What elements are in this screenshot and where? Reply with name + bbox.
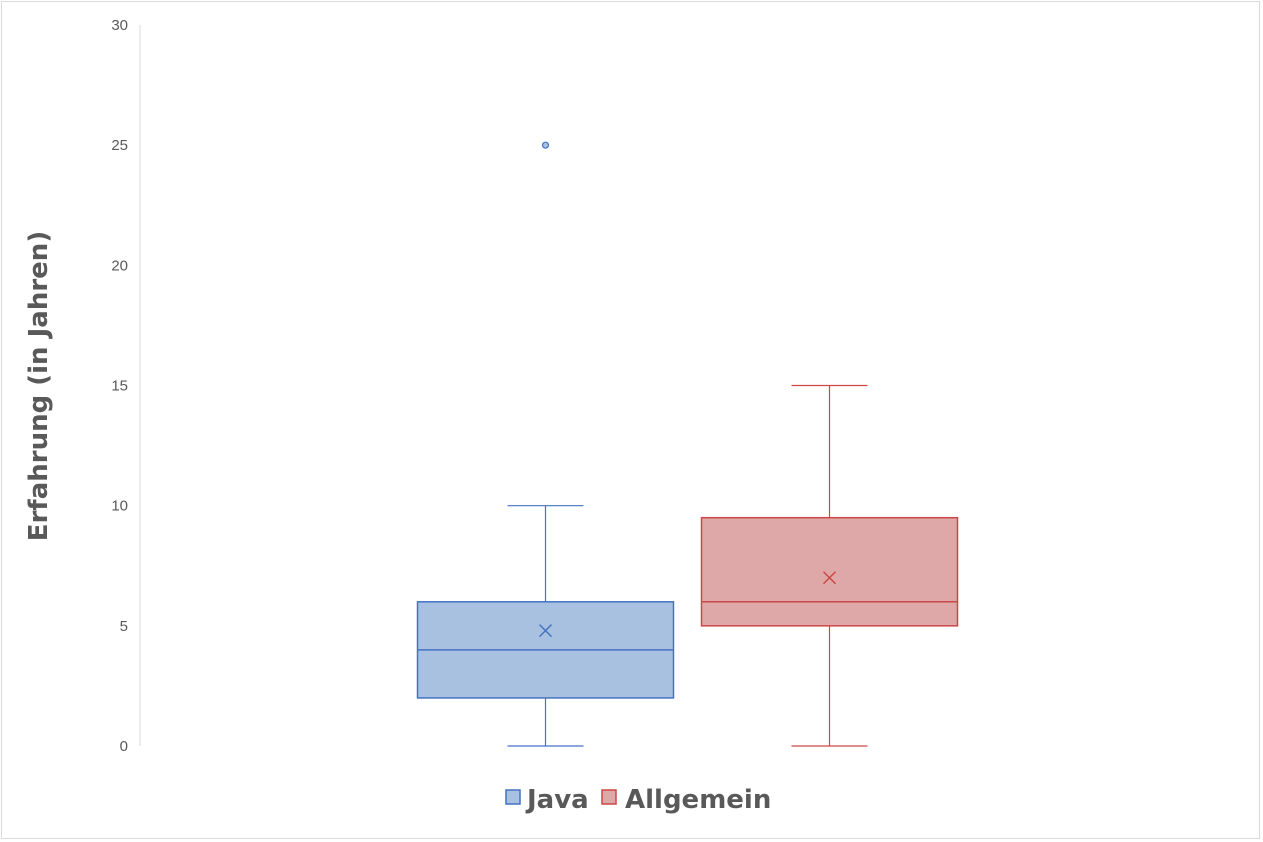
box-java [416, 141, 675, 747]
y-tick-label: 5 [120, 618, 128, 635]
y-tick-label: 30 [111, 17, 128, 34]
y-tick-label: 0 [120, 738, 128, 755]
mean-marker-stroke-b [538, 624, 553, 638]
legend-item-java: Java [505, 785, 589, 815]
y-tick-label: 25 [111, 137, 128, 154]
legend-label: Java [525, 785, 589, 815]
box-allgemein [700, 384, 959, 747]
mean-marker-stroke-b [822, 571, 837, 585]
y-tick-label: 20 [111, 257, 128, 274]
y-axis-title: Erfahrung (in Jahren) [24, 231, 54, 541]
outlier-point [541, 141, 550, 149]
y-axis: 0 5 10 15 20 25 30 [111, 17, 141, 755]
plot-area [416, 141, 959, 747]
legend-swatch [505, 789, 521, 805]
legend-item-allgemein: Allgemein [601, 785, 771, 815]
y-tick-label: 10 [111, 498, 128, 515]
legend: Java Allgemein [505, 785, 771, 815]
iqr-box [700, 516, 959, 627]
legend-label: Allgemein [625, 785, 771, 815]
y-tick-label: 15 [111, 378, 128, 395]
legend-swatch [601, 789, 617, 805]
